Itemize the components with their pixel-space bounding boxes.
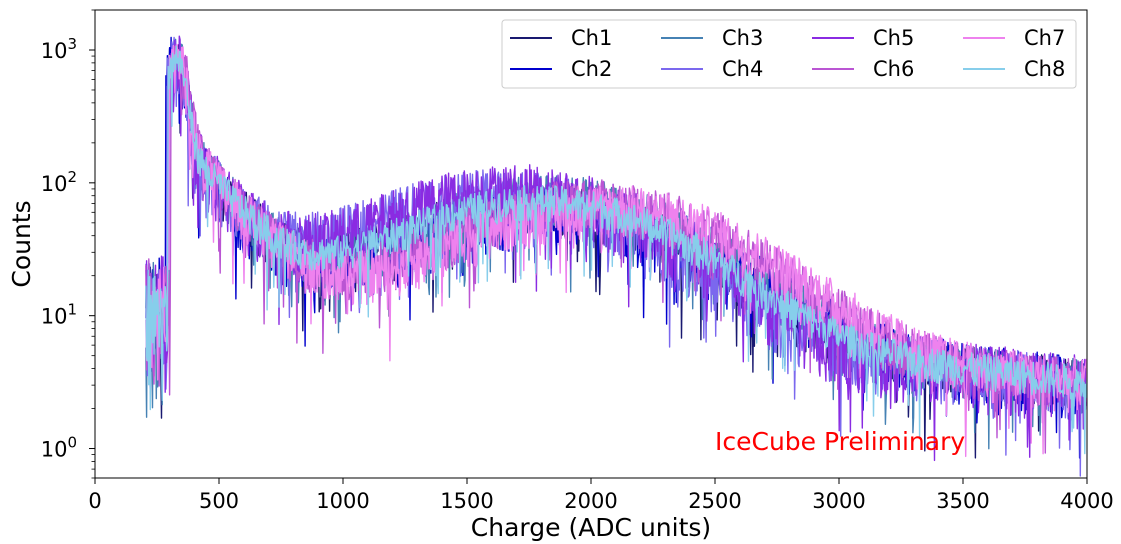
x-tick-label: 3000 xyxy=(812,489,865,513)
x-tick-label: 3500 xyxy=(936,489,989,513)
legend-label: Ch3 xyxy=(722,26,763,50)
y-axis-label: Counts xyxy=(7,200,36,287)
x-tick-label: 500 xyxy=(199,489,239,513)
x-tick-label: 1500 xyxy=(440,489,493,513)
preliminary-annotation: IceCube Preliminary xyxy=(715,427,965,456)
x-tick-label: 2500 xyxy=(688,489,741,513)
legend-label: Ch6 xyxy=(873,57,914,81)
y-tick-label: 102 xyxy=(41,168,77,196)
x-tick-label: 1000 xyxy=(316,489,369,513)
series-layer xyxy=(145,35,1087,477)
legend-label: Ch8 xyxy=(1024,57,1065,81)
x-tick-label: 0 xyxy=(88,489,101,513)
legend-label: Ch7 xyxy=(1024,26,1065,50)
y-tick-label: 100 xyxy=(41,434,77,462)
legend-frame xyxy=(501,19,1077,89)
x-tick-label: 4000 xyxy=(1060,489,1113,513)
x-axis-label: Charge (ADC units) xyxy=(471,513,711,542)
x-axis-ticks: 0 500 1000 1500 2000 2500 3000 3500 4000 xyxy=(88,478,1114,513)
legend-label: Ch2 xyxy=(571,57,612,81)
legend: Ch1 Ch2 Ch3 Ch4 Ch5 Ch6 Ch7 Ch8 xyxy=(501,19,1077,89)
x-tick-label: 2000 xyxy=(564,489,617,513)
y-tick-label: 101 xyxy=(41,301,77,329)
y-axis-ticks: 100 101 102 103 xyxy=(41,9,95,479)
y-tick-label: 103 xyxy=(41,35,77,63)
legend-label: Ch5 xyxy=(873,26,914,50)
series-line-ch8 xyxy=(145,45,1087,455)
legend-label: Ch1 xyxy=(571,26,612,50)
legend-label: Ch4 xyxy=(722,57,763,81)
